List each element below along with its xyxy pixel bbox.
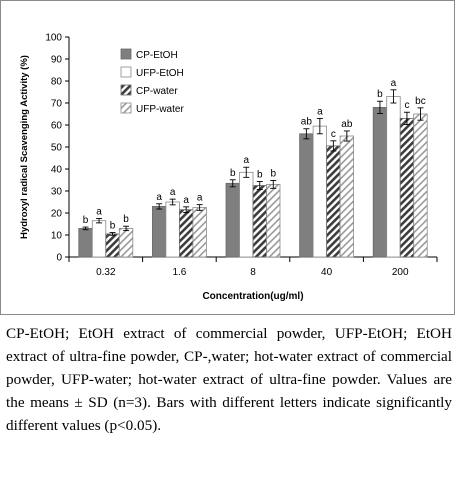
bar xyxy=(239,171,254,258)
bar xyxy=(118,227,134,258)
y-tick-label: 0 xyxy=(56,253,62,264)
significance-letter: a xyxy=(183,195,189,206)
bars xyxy=(78,89,428,258)
x-tick-label: 40 xyxy=(321,267,333,278)
y-tick-label: 90 xyxy=(51,55,63,66)
legend-label: UFP-EtOH xyxy=(136,68,184,79)
bar xyxy=(266,183,281,258)
y-tick-label: 20 xyxy=(51,209,63,220)
significance-letter: a xyxy=(243,155,249,166)
legend-swatch xyxy=(120,66,132,78)
significance-letter: b xyxy=(377,89,383,100)
y-tick-label: 30 xyxy=(51,187,63,198)
significance-letter: b xyxy=(230,168,236,179)
bar xyxy=(151,205,167,258)
legend: CP-EtOH UFP-EtOH CP-water UFP-water xyxy=(120,48,184,115)
bar xyxy=(326,145,341,258)
significance-letter: a xyxy=(197,193,203,204)
chart-frame: 0 10 20 30 40 50 60 70 80 90 100 0.32 1.6 8 40 200 b a b ab… xyxy=(0,0,455,315)
bar xyxy=(339,135,355,258)
bar xyxy=(105,233,120,258)
x-tick-label: 0.32 xyxy=(96,267,116,278)
y-axis-title: Hydroxyl radical Scavenging Activity (%) xyxy=(19,55,30,239)
bar xyxy=(178,209,194,258)
significance-letter: b xyxy=(83,215,89,226)
y-tick-label: 80 xyxy=(51,77,63,88)
y-tick-label: 40 xyxy=(51,165,63,176)
bar xyxy=(299,133,314,258)
x-axis-title: Concentration(ug/ml) xyxy=(202,291,303,302)
bar xyxy=(225,182,240,258)
significance-letter: b xyxy=(123,214,129,225)
significance-letter: b xyxy=(110,221,116,232)
significance-letter: ab xyxy=(341,119,353,130)
x-tick-label: 8 xyxy=(250,267,256,278)
legend-swatch xyxy=(120,48,132,60)
legend-label: UFP-water xyxy=(136,104,184,115)
significance-letter: b xyxy=(257,170,263,181)
bar xyxy=(372,107,388,258)
significance-letter: a xyxy=(170,187,176,198)
significance-letter: b xyxy=(270,168,276,179)
legend-label: CP-EtOH xyxy=(136,50,178,61)
bar xyxy=(78,227,93,258)
y-tick-label: 50 xyxy=(51,143,63,154)
legend-swatch xyxy=(120,84,132,96)
x-tick-label: 200 xyxy=(392,267,409,278)
y-tick-label: 10 xyxy=(51,231,63,242)
bar xyxy=(386,96,401,258)
legend-label: CP-water xyxy=(136,86,178,97)
bar xyxy=(192,207,207,258)
y-tick-label: 100 xyxy=(45,33,62,44)
significance-letter: a xyxy=(317,106,323,117)
bar xyxy=(399,118,415,258)
bar xyxy=(413,113,428,258)
significance-letter: a xyxy=(156,192,162,203)
bar xyxy=(165,201,180,258)
bar xyxy=(91,220,107,258)
significance-letter: bc xyxy=(415,96,426,107)
y-tick-label: 70 xyxy=(51,99,63,110)
figure-caption: CP-EtOH; EtOH extract of commercial powd… xyxy=(6,325,452,434)
significance-letter: c xyxy=(331,129,336,140)
x-tick-label: 1.6 xyxy=(172,267,186,278)
bar xyxy=(312,125,328,258)
significance-letter: ab xyxy=(301,117,313,128)
significance-letter: c xyxy=(404,100,409,111)
legend-swatch xyxy=(120,102,132,114)
bar xyxy=(252,185,267,258)
significance-letter: a xyxy=(391,78,397,89)
significance-letter: a xyxy=(96,207,102,218)
y-tick-label: 60 xyxy=(51,121,63,132)
